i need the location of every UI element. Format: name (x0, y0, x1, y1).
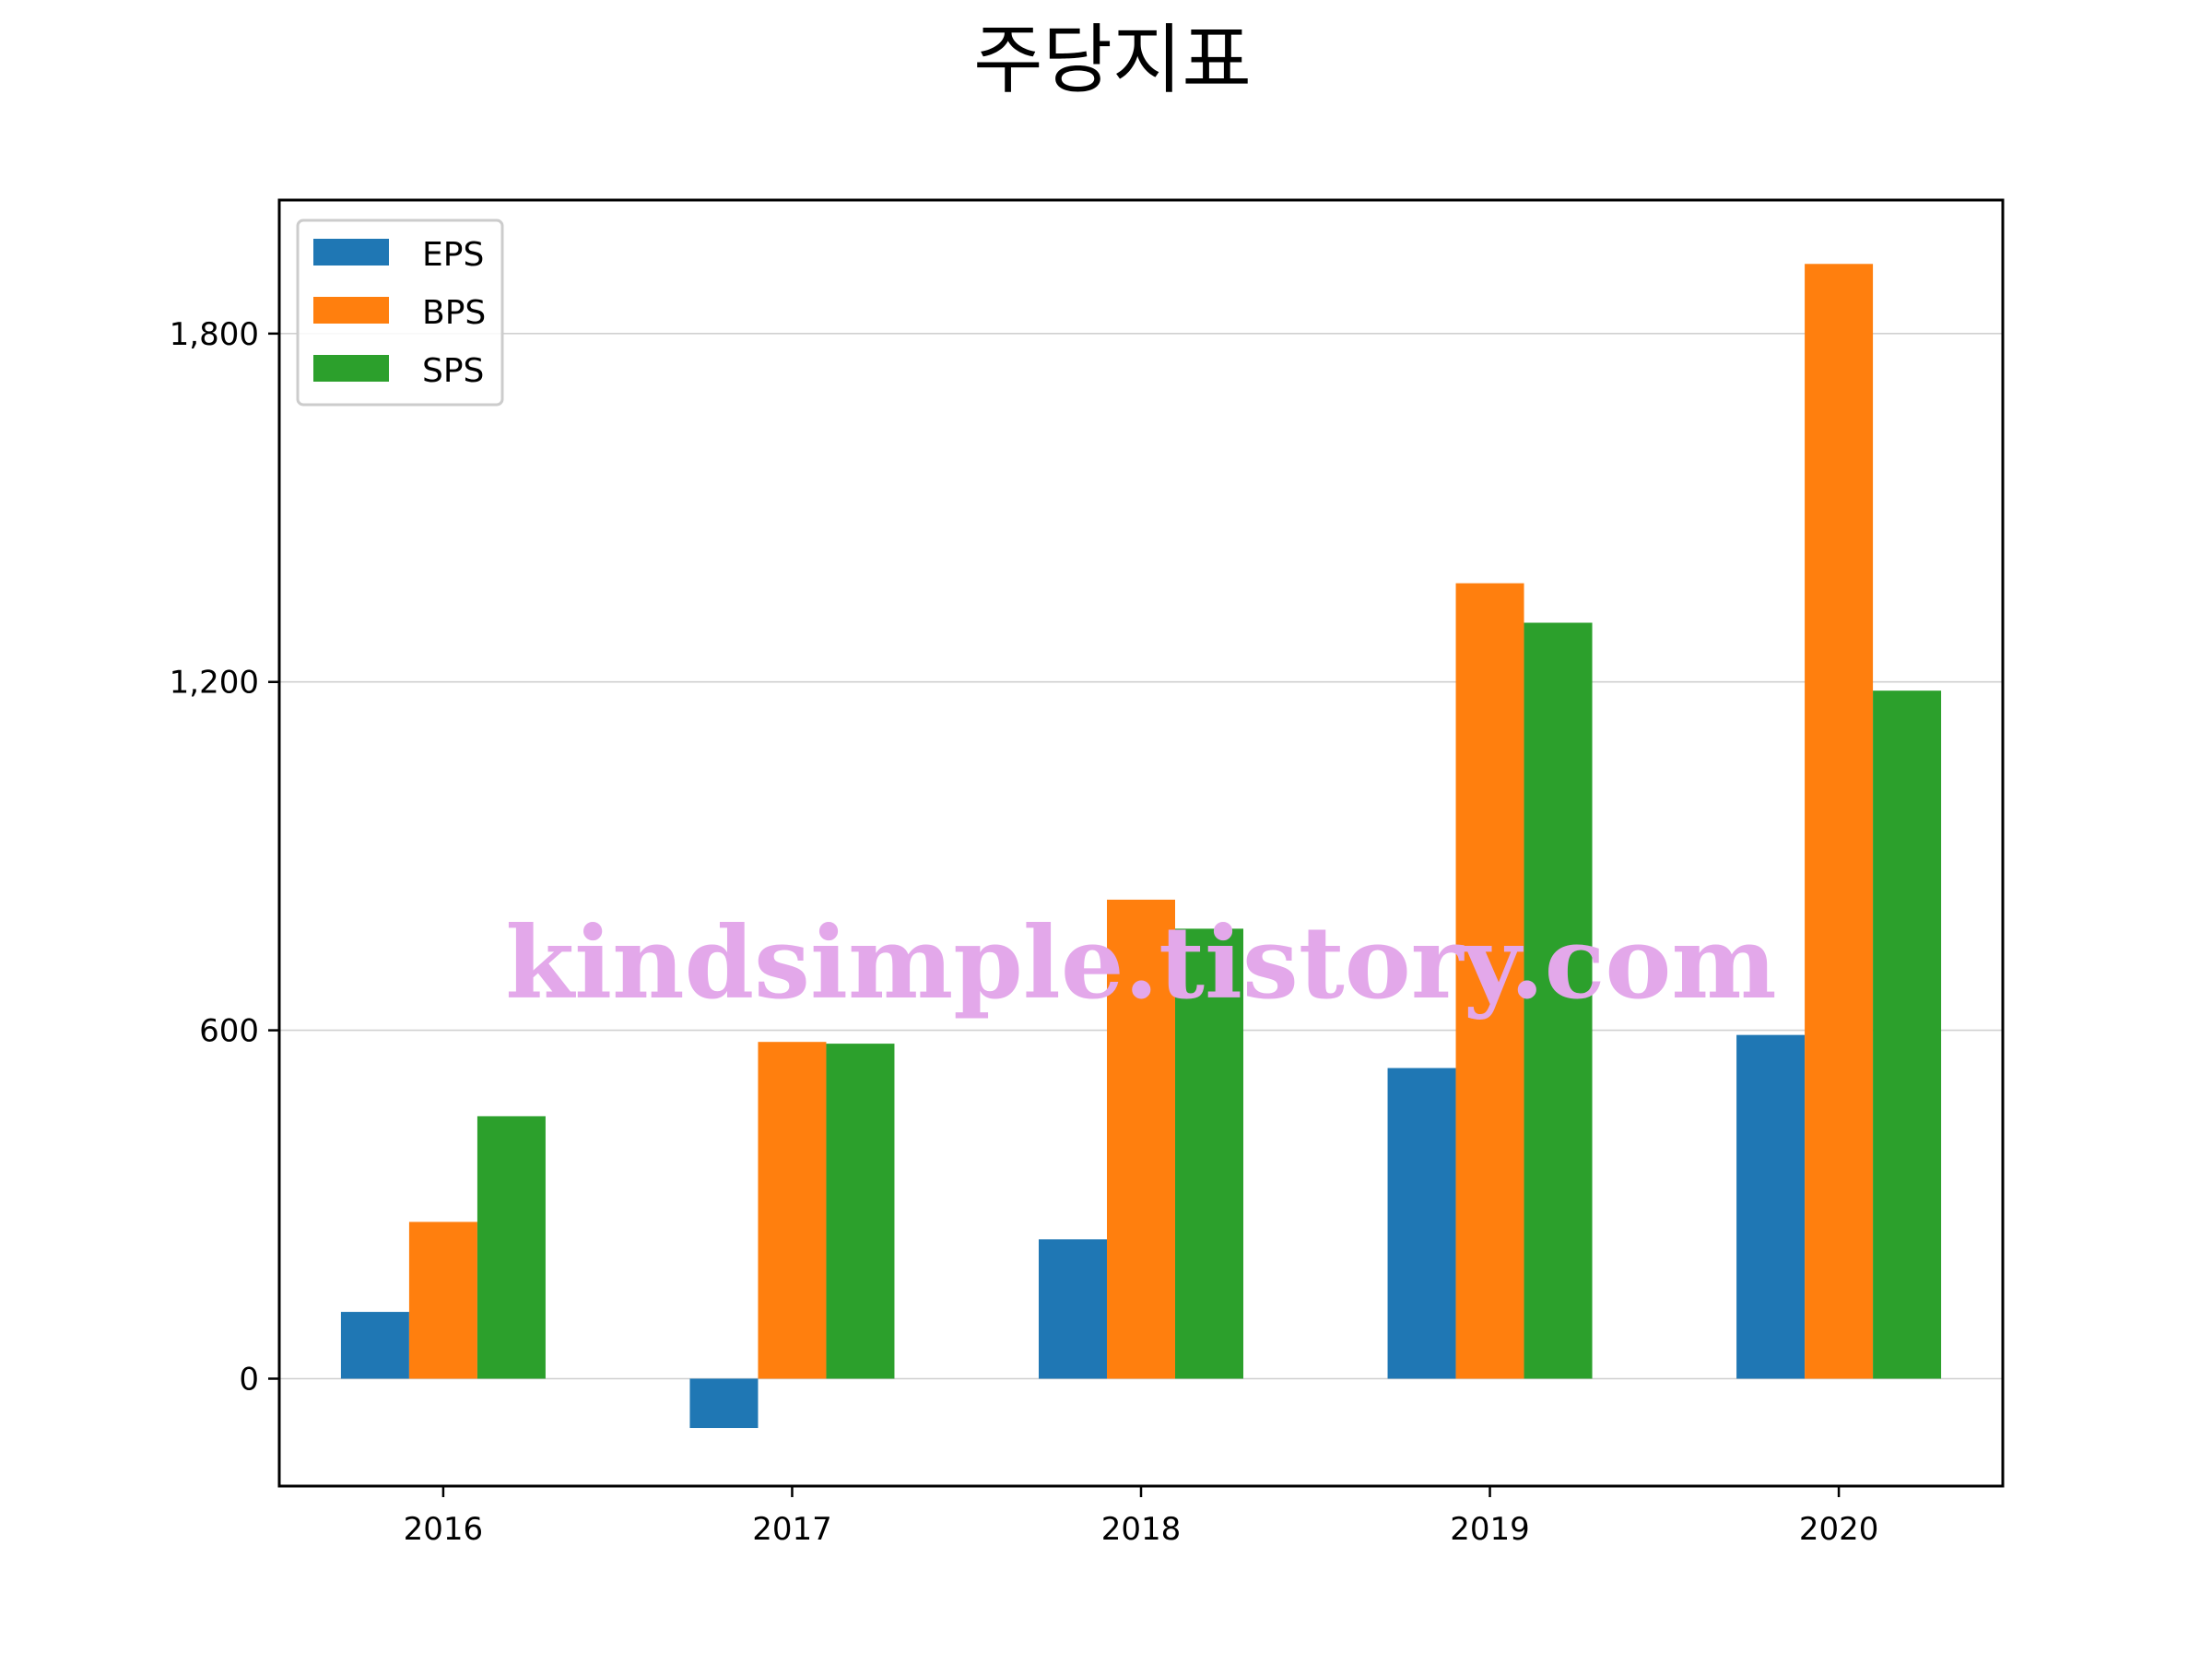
bar-eps-2016 (340, 1312, 409, 1379)
bar-bps-2019 (1455, 583, 1524, 1379)
bar-sps-2020 (1873, 690, 1942, 1379)
bars (340, 264, 1942, 1429)
bar-sps-2016 (477, 1115, 546, 1379)
y-axis: 0 600 1,200 1,800 (170, 316, 279, 1398)
x-axis: 2016 2017 2018 2019 2020 (404, 1486, 1879, 1548)
bar-sps-2019 (1524, 622, 1593, 1379)
legend-swatch-sps (313, 355, 389, 382)
bar-eps-2019 (1387, 1068, 1456, 1379)
chart-title: 주당지표 (973, 17, 1252, 104)
y-tick-label-2: 1,200 (170, 665, 259, 702)
x-tick-label-2020: 2020 (1799, 1511, 1879, 1548)
bar-bps-2020 (1805, 264, 1874, 1379)
watermark-text: kindsimple.tistory.com (505, 905, 1776, 1021)
y-tick-label-3: 1,800 (170, 316, 259, 353)
x-tick-label-2018: 2018 (1101, 1511, 1182, 1548)
x-tick-label-2017: 2017 (752, 1511, 832, 1548)
bar-bps-2016 (408, 1221, 477, 1379)
bar-eps-2018 (1039, 1239, 1107, 1379)
legend-swatch-eps (313, 239, 389, 266)
x-tick-label-2016: 2016 (404, 1511, 484, 1548)
y-tick-label-1: 600 (199, 1013, 259, 1050)
bar-sps-2017 (826, 1044, 895, 1379)
legend-label-bps: BPS (422, 294, 486, 332)
legend-label-eps: EPS (422, 236, 484, 274)
bar-eps-2017 (689, 1378, 759, 1429)
x-tick-label-2019: 2019 (1450, 1511, 1530, 1548)
bar-bps-2017 (758, 1042, 827, 1379)
legend: EPS BPS SPS (296, 218, 504, 407)
bar-sps-2018 (1175, 928, 1243, 1379)
bar-bps-2018 (1107, 899, 1175, 1379)
y-tick-label-0: 0 (239, 1361, 259, 1398)
legend-swatch-bps (313, 297, 389, 324)
bar-eps-2020 (1736, 1034, 1806, 1379)
legend-label-sps: SPS (422, 352, 484, 390)
